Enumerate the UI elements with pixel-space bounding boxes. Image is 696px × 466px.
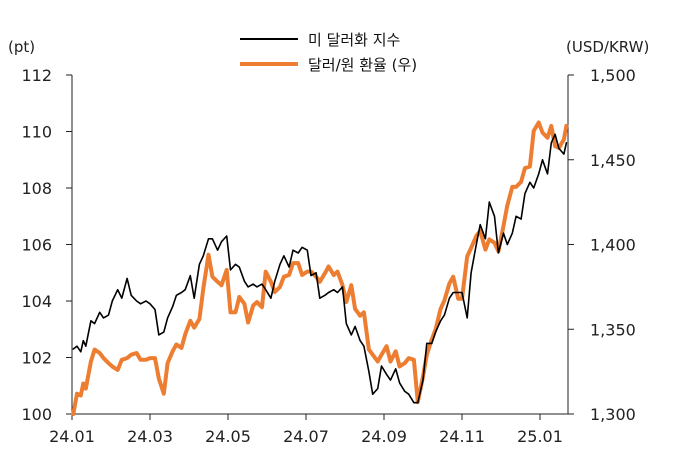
left-axis-unit: (pt) (8, 38, 35, 56)
series-layer (71, 120, 569, 416)
right-y-tick-label: 1,300 (590, 405, 636, 424)
x-tick-label: 24.05 (205, 427, 251, 446)
left-y-tick-label: 106 (21, 236, 52, 255)
x-tick-label: 24.11 (439, 427, 485, 446)
usdkrw-series-line (71, 120, 569, 416)
right-y-tick-label: 1,500 (590, 66, 636, 85)
x-tick-label: 24.01 (49, 427, 95, 446)
x-tick-label: 24.09 (361, 427, 407, 446)
axes-layer: 100 102 104 106 108 110 112 1,300 1,350 1,400 1,45… (21, 66, 635, 446)
right-axis-unit: (USD/KRW) (566, 38, 649, 56)
right-y-tick-label: 1,400 (590, 236, 636, 255)
right-y-tick-label: 1,450 (590, 151, 636, 170)
x-tick-label: 24.07 (283, 427, 329, 446)
left-y-tick-label: 110 (21, 123, 52, 142)
legend-label-dollar-index: 미 달러화 지수 (308, 31, 400, 49)
left-y-tick-label: 112 (21, 66, 52, 85)
x-tick-label: 25.01 (517, 427, 563, 446)
left-y-tick-label: 100 (21, 405, 52, 424)
left-y-tick-label: 102 (21, 349, 52, 368)
legend-label-usdkrw: 달러/원 환율 (우) (308, 56, 417, 74)
left-y-tick-label: 104 (21, 292, 52, 311)
left-y-tick-label: 108 (21, 179, 52, 198)
legend: 미 달러화 지수 달러/원 환율 (우) (240, 31, 417, 74)
right-y-tick-label: 1,350 (590, 320, 636, 339)
dollar-index-series-line (72, 133, 568, 404)
x-tick-label: 24.03 (127, 427, 173, 446)
